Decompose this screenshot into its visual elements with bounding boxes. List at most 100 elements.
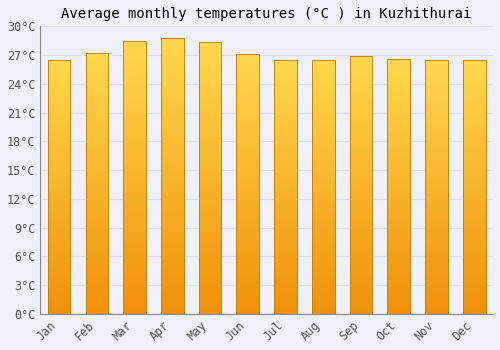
Bar [124,205,146,207]
Bar [161,154,184,156]
Bar [425,288,448,291]
Bar [425,136,448,139]
Bar [199,164,222,167]
Bar [236,67,259,70]
Bar [86,56,108,58]
Bar [312,268,334,271]
Bar [124,226,146,229]
Bar [463,154,485,156]
Bar [274,278,297,281]
Bar [48,189,70,192]
Bar [48,258,70,260]
Bar [388,118,410,120]
Bar [350,250,372,252]
Bar [236,220,259,223]
Bar [425,93,448,96]
Bar [274,202,297,205]
Bar [463,62,485,65]
Bar [463,192,485,195]
Bar [274,288,297,291]
Bar [124,303,146,306]
Bar [48,223,70,225]
Bar [274,100,297,103]
Bar [274,60,297,314]
Bar [236,301,259,303]
Bar [350,79,372,82]
Bar [86,173,108,176]
Bar [388,225,410,227]
Bar [350,226,372,229]
Bar [463,177,485,179]
Bar [124,267,146,270]
Bar [48,296,70,299]
Bar [312,167,334,169]
Bar [463,263,485,266]
Bar [161,245,184,247]
Bar [86,103,108,105]
Bar [86,270,108,272]
Bar [86,74,108,77]
Bar [350,301,372,303]
Bar [161,300,184,303]
Bar [48,256,70,258]
Bar [350,107,372,110]
Bar [425,225,448,228]
Bar [425,98,448,100]
Bar [274,111,297,113]
Bar [86,121,108,124]
Bar [199,186,222,189]
Bar [236,283,259,285]
Bar [161,165,184,168]
Bar [86,220,108,223]
Bar [274,85,297,88]
Bar [312,141,334,144]
Bar [199,42,222,44]
Bar [236,298,259,301]
Bar [236,158,259,161]
Bar [425,126,448,128]
Bar [161,68,184,71]
Bar [463,151,485,154]
Bar [48,271,70,273]
Bar [463,253,485,255]
Bar [274,263,297,266]
Bar [86,116,108,118]
Bar [124,213,146,216]
Bar [274,75,297,78]
Bar [312,60,334,314]
Bar [86,100,108,103]
Bar [236,62,259,64]
Bar [48,235,70,238]
Bar [425,205,448,207]
Bar [388,219,410,222]
Bar [312,284,334,286]
Bar [236,64,259,67]
Bar [463,266,485,268]
Bar [274,103,297,106]
Bar [425,72,448,75]
Bar [199,189,222,191]
Bar [274,62,297,65]
Bar [350,311,372,314]
Bar [48,184,70,187]
Bar [463,291,485,294]
Bar [236,75,259,77]
Bar [48,306,70,309]
Bar [161,90,184,93]
Bar [425,304,448,306]
Bar [274,217,297,220]
Bar [161,239,184,242]
Bar [48,286,70,288]
Bar [274,179,297,182]
Bar [425,96,448,98]
Bar [199,251,222,254]
Bar [48,192,70,195]
Bar [350,77,372,79]
Bar [48,212,70,215]
Bar [199,148,222,150]
Bar [463,100,485,103]
Bar [124,125,146,128]
Bar [236,225,259,228]
Bar [124,49,146,51]
Bar [199,102,222,104]
